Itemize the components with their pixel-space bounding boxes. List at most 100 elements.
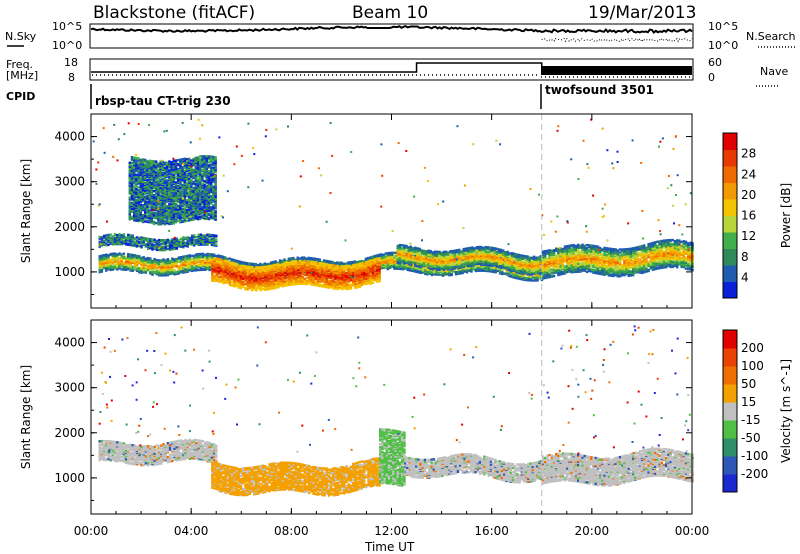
- range-cell: [502, 261, 505, 264]
- range-cell: [524, 269, 527, 273]
- range-cell: [290, 260, 293, 263]
- range-cell: [299, 265, 302, 269]
- range-cell: [283, 280, 287, 283]
- range-cell: [334, 280, 337, 283]
- range-cell: [242, 280, 245, 283]
- range-cell: [195, 253, 198, 256]
- range-cell: [341, 285, 344, 289]
- range-cell: [532, 255, 536, 258]
- range-cell: [373, 254, 376, 258]
- range-cell: [188, 261, 192, 264]
- range-cell: [211, 274, 214, 277]
- range-cell: [409, 245, 413, 248]
- range-cell: [371, 265, 375, 269]
- range-cell: [263, 262, 266, 265]
- range-cell: [342, 262, 346, 265]
- range-cell: [231, 280, 234, 283]
- range-cell: [155, 262, 159, 265]
- range-cell: [199, 255, 203, 259]
- range-cell: [365, 272, 368, 276]
- range-cell: [286, 261, 289, 264]
- range-cell: [286, 281, 289, 284]
- range-cell: [242, 264, 245, 268]
- range-cell: [184, 268, 187, 271]
- range-cell: [233, 267, 236, 270]
- range-cell: [242, 282, 245, 285]
- range-cell: [292, 279, 295, 282]
- range-cell: [248, 265, 251, 269]
- range-cell: [297, 282, 300, 286]
- range-cell: [424, 268, 427, 272]
- range-cell: [347, 283, 350, 286]
- range-cell: [517, 266, 520, 269]
- range-cell: [228, 260, 231, 263]
- range-cell: [239, 265, 243, 268]
- range-cell: [217, 275, 221, 279]
- range-cell: [279, 284, 282, 287]
- range-cell: [297, 279, 300, 283]
- range-cell: [484, 260, 487, 264]
- range-cell: [356, 263, 359, 266]
- range-cell: [469, 246, 472, 250]
- range-cell: [358, 262, 361, 266]
- range-cell: [213, 257, 216, 260]
- range-cell: [349, 277, 353, 280]
- range-cell: [321, 284, 324, 287]
- range-cell: [382, 253, 385, 257]
- range-cell: [261, 283, 265, 287]
- range-cell: [468, 266, 471, 269]
- range-cell: [528, 273, 531, 276]
- range-cell: [316, 262, 320, 265]
- range-cell: [199, 266, 203, 270]
- range-cell: [429, 267, 432, 271]
- range-cell: [153, 267, 156, 271]
- range-cell: [237, 260, 240, 263]
- range-cell: [268, 272, 271, 275]
- range-cell: [495, 250, 498, 253]
- range-cell: [153, 263, 156, 267]
- range-cell: [270, 268, 273, 271]
- range-cell: [416, 265, 419, 268]
- range-cell: [213, 276, 216, 280]
- range-cell: [345, 267, 348, 271]
- range-cell: [281, 271, 284, 274]
- range-cell: [190, 257, 194, 261]
- range-cell: [399, 264, 403, 268]
- range-cell: [253, 268, 256, 271]
- range-cell: [363, 264, 366, 267]
- range-cell: [288, 261, 291, 265]
- range-cell: [184, 264, 187, 267]
- range-cell: [451, 249, 454, 253]
- range-cell: [501, 272, 504, 276]
- freq-label-2: [MHz]: [6, 69, 38, 82]
- range-cell: [223, 256, 227, 259]
- range-cell: [354, 278, 357, 281]
- range-cell: [266, 279, 269, 282]
- range-cell: [354, 276, 357, 280]
- range-cell: [233, 264, 236, 267]
- range-cell: [261, 263, 264, 266]
- range-cell: [182, 265, 185, 268]
- range-cell: [497, 255, 501, 258]
- range-cell: [463, 267, 467, 270]
- range-cell: [341, 276, 344, 280]
- range-cell: [321, 262, 324, 265]
- range-cell: [272, 273, 276, 276]
- range-cell: [494, 269, 497, 272]
- range-cell: [506, 260, 509, 263]
- range-cell: [244, 283, 247, 286]
- range-cell: [319, 277, 322, 281]
- range-cell: [414, 256, 417, 259]
- range-cell: [323, 272, 326, 276]
- range-cell: [283, 276, 287, 279]
- range-cell: [347, 286, 350, 289]
- range-cell: [153, 257, 156, 261]
- range-cell: [146, 268, 150, 272]
- range-cell: [305, 276, 309, 280]
- range-cell: [243, 261, 247, 264]
- range-cell: [164, 259, 167, 262]
- range-cell: [360, 259, 363, 263]
- noise-panel-frame: [89, 23, 694, 49]
- range-cell: [138, 255, 141, 258]
- range-cell: [215, 267, 218, 270]
